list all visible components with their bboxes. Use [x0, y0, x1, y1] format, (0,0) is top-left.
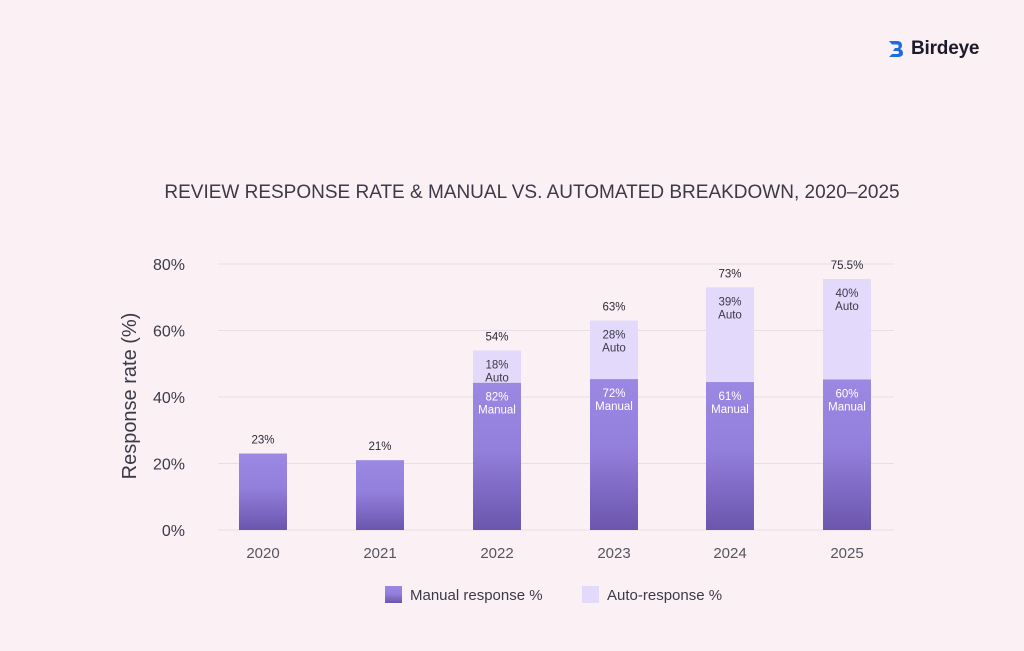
- x-tick-label: 2025: [830, 545, 863, 562]
- manual-share-label: 82%: [485, 392, 508, 404]
- total-label: 21%: [368, 441, 391, 453]
- y-tick-label: 60%: [153, 324, 185, 341]
- bar-auto-2024: [706, 287, 754, 383]
- total-label: 63%: [602, 302, 625, 314]
- birdeye-logo-icon: [889, 41, 903, 57]
- auto-share-label: 18%: [485, 359, 508, 371]
- manual-share-label: 61%: [718, 391, 741, 403]
- legend-label-manual: Manual response %: [410, 587, 543, 604]
- total-label: 23%: [251, 435, 274, 447]
- manual-word-label: Manual: [711, 404, 749, 416]
- y-axis-label: Response rate (%): [119, 313, 141, 480]
- total-label: 73%: [718, 268, 741, 280]
- bar-auto-2023: [590, 320, 638, 380]
- y-tick-label: 80%: [153, 257, 185, 274]
- legend-swatch-manual: [385, 586, 402, 603]
- legend-label-auto: Auto-response %: [607, 587, 722, 604]
- bar-manual-2023: [590, 379, 638, 530]
- bar-manual-2025: [823, 379, 871, 530]
- manual-share-label: 72%: [602, 388, 625, 400]
- manual-word-label: Manual: [828, 401, 866, 413]
- bar-manual-2024: [706, 382, 754, 530]
- x-tick-label: 2021: [363, 545, 396, 562]
- manual-share-label: 60%: [835, 388, 858, 400]
- manual-word-label: Manual: [478, 405, 516, 417]
- x-tick-label: 2023: [597, 545, 630, 562]
- auto-word-label: Auto: [718, 309, 742, 321]
- brand-logo: Birdeye: [886, 38, 980, 60]
- auto-share-label: 40%: [835, 288, 858, 300]
- total-label: 54%: [485, 331, 508, 343]
- auto-share-label: 28%: [602, 330, 625, 342]
- bar-manual-2021: [356, 460, 404, 530]
- auto-share-label: 39%: [718, 296, 741, 308]
- manual-word-label: Manual: [595, 401, 633, 413]
- x-tick-label: 2020: [246, 545, 279, 562]
- bar-auto-2022: [473, 350, 521, 383]
- bar-manual-2020: [239, 453, 287, 530]
- bar-manual-2022: [473, 382, 521, 530]
- y-tick-label: 20%: [153, 457, 185, 474]
- auto-word-label: Auto: [835, 301, 859, 313]
- x-tick-label: 2022: [480, 545, 513, 562]
- auto-word-label: Auto: [602, 343, 626, 355]
- total-label: 75.5%: [831, 260, 864, 272]
- y-tick-label: 40%: [153, 390, 185, 407]
- chart-title: REVIEW RESPONSE RATE & MANUAL VS. AUTOMA…: [164, 182, 899, 203]
- x-tick-label: 2024: [713, 545, 746, 562]
- auto-word-label: Auto: [485, 372, 509, 384]
- bar-auto-2025: [823, 278, 871, 380]
- brand-name: Birdeye: [911, 38, 980, 59]
- legend-swatch-auto: [582, 586, 599, 603]
- y-tick-label: 0%: [162, 523, 185, 540]
